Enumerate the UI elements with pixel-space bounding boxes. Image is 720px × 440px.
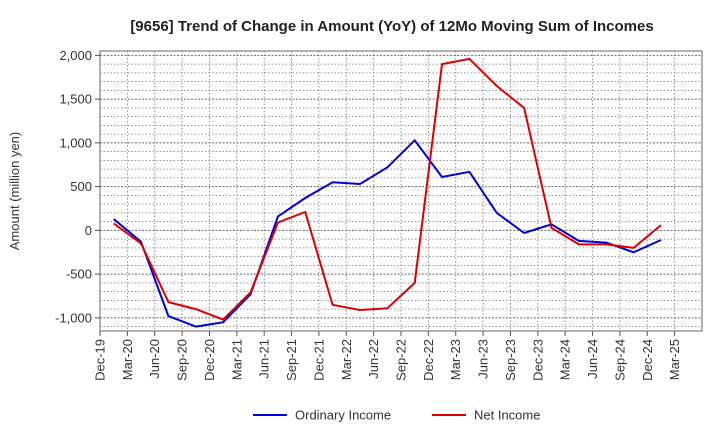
x-tick-label: Mar-21 <box>229 339 244 380</box>
legend-label: Net Income <box>474 408 540 423</box>
x-tick-label: Dec-24 <box>640 339 655 381</box>
y-tick-label: -500 <box>66 267 92 282</box>
x-tick-label: Dec-20 <box>202 339 217 381</box>
x-tick-label: Jun-20 <box>147 339 162 379</box>
y-tick-label: 0 <box>85 223 92 238</box>
y-axis-label: Amount (million yen) <box>7 132 22 251</box>
x-tick-label: Sep-22 <box>394 339 409 381</box>
legend-label: Ordinary Income <box>295 408 391 423</box>
y-tick-label: 2,000 <box>59 48 92 63</box>
x-tick-label: Sep-21 <box>284 339 299 381</box>
x-tick-label: Dec-21 <box>311 339 326 381</box>
x-tick-label: Mar-22 <box>339 339 354 380</box>
x-tick-label: Sep-20 <box>175 339 190 381</box>
x-tick-label: Mar-25 <box>667 339 682 380</box>
x-tick-label: Jun-23 <box>476 339 491 379</box>
plot-area: -1,000 -500 0 500 1,000 1,500 2,000 Dec-19 Mar-2… <box>55 48 703 381</box>
x-tick-label: Dec-23 <box>530 339 545 381</box>
x-tick-label: Mar-23 <box>448 339 463 380</box>
series-line-ordinary-income <box>113 139 662 328</box>
legend: Ordinary Income Net Income <box>253 408 540 423</box>
x-tick-label: Mar-20 <box>120 339 135 380</box>
x-tick-label: Dec-22 <box>421 339 436 381</box>
y-tick-label: 500 <box>70 179 92 194</box>
chart-title: [9656] Trend of Change in Amount (YoY) o… <box>130 18 653 35</box>
x-tick-label: Sep-23 <box>503 339 518 381</box>
y-tick-label: 1,000 <box>59 135 92 150</box>
y-tick-label: 1,500 <box>59 92 92 107</box>
x-tick-label: Jun-24 <box>585 339 600 379</box>
x-tick-label: Jun-21 <box>257 339 272 379</box>
series-line-net-income <box>113 57 662 321</box>
x-tick-label: Dec-19 <box>93 339 108 381</box>
x-tick-label: Mar-24 <box>558 339 573 380</box>
x-tick-label: Sep-24 <box>612 339 627 381</box>
x-tick-label: Jun-22 <box>366 339 381 379</box>
y-tick-label: -1,000 <box>55 310 92 325</box>
